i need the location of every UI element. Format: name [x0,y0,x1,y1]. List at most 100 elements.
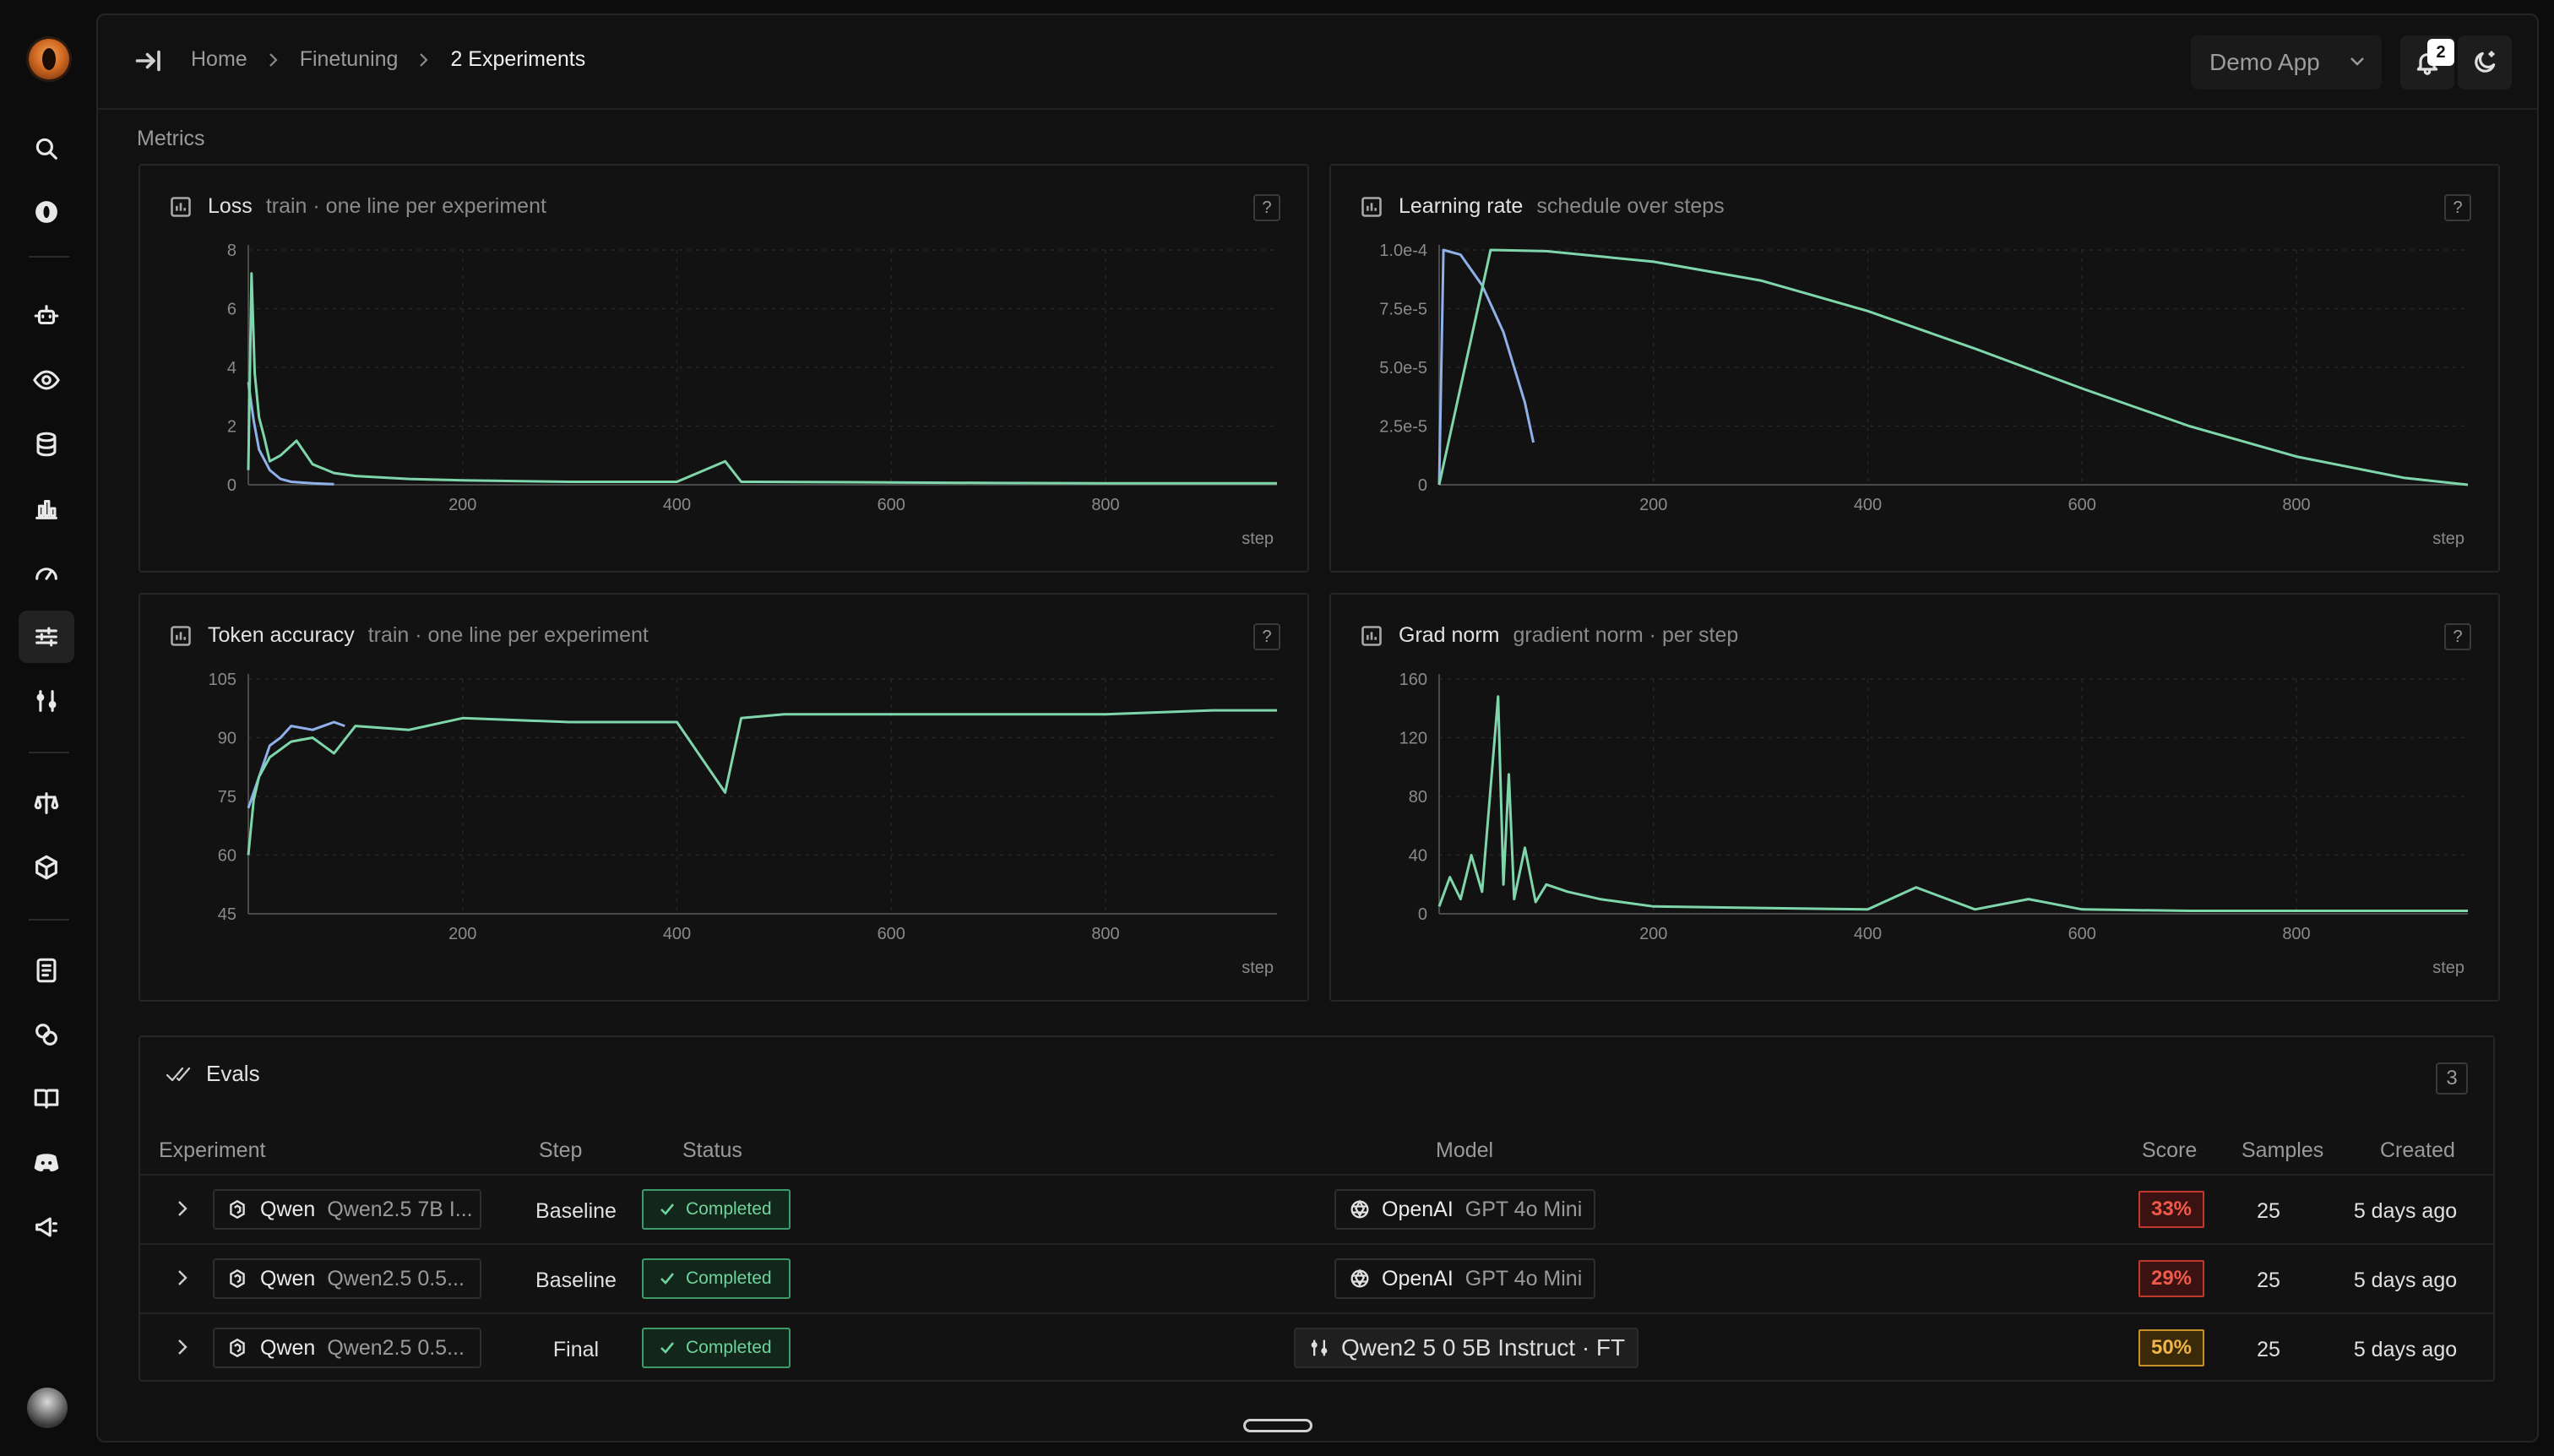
learning-rate-chart-panel: 0 2.5e-5 5.0e-5 7.5e-5 1.0e-4 200 400 600 800 ste… [1329,164,2500,573]
megaphone-icon[interactable] [19,1201,74,1253]
y-tick-label: 2 [227,418,236,437]
x-tick-label: 800 [2282,925,2310,943]
chevron-right-icon[interactable] [172,1268,193,1288]
x-tick-label: 200 [448,496,476,514]
experiment-chip[interactable]: Qwen Qwen2.5 0.5... [213,1258,481,1299]
column-header-experiment[interactable]: Experiment [159,1138,266,1162]
series-line-0 [247,720,345,809]
y-tick-label: 160 [1399,671,1427,689]
y-tick-label: 40 [1409,847,1427,866]
check-icon [660,1203,675,1215]
column-header-step[interactable]: Step [539,1138,583,1162]
notifications-button[interactable]: 2 [2400,35,2454,90]
app-selector[interactable]: Demo App [2191,35,2382,90]
gauge-icon[interactable] [19,546,74,599]
robot-icon[interactable] [19,290,74,342]
qwen-icon [226,1198,248,1220]
column-header-samples[interactable]: Samples [2242,1138,2324,1162]
y-tick-label: 105 [209,671,236,689]
y-tick-label: 6 [227,301,236,319]
y-tick-label: 0 [1418,476,1427,495]
x-tick-label: 800 [2282,496,2310,514]
adjust-icon [1307,1336,1331,1360]
help-button[interactable]: ? [1253,623,1280,650]
samples-count: 25 [2257,1269,2280,1292]
chevron-right-icon[interactable] [172,1337,193,1357]
database-icon[interactable] [19,418,74,470]
openai-icon [1348,1267,1372,1290]
search-icon[interactable] [19,122,74,175]
score-badge: 50% [2138,1329,2204,1366]
series-line-1 [1437,248,2469,486]
x-tick-label: 200 [1639,925,1667,943]
table-row[interactable]: Qwen Qwen2.5 0.5... Final Completed Qwen… [140,1312,2493,1382]
finetuned-model-name: Qwen2 5 0 5B Instruct · FT [1341,1334,1626,1361]
table-row[interactable]: Qwen Qwen2.5 7B I... Baseline Completed … [140,1174,2493,1243]
column-header-created[interactable]: Created [2380,1138,2455,1162]
breadcrumb: Home Finetuning 2 Experiments [191,47,585,72]
chart-subtitle: gradient norm · per step [1513,623,1739,647]
series-line-1 [247,272,1277,485]
column-header-score[interactable]: Score [2142,1138,2198,1162]
app-logo[interactable] [29,39,69,79]
help-button[interactable]: ? [2444,194,2471,221]
eval-step: Baseline [535,1269,617,1292]
breadcrumb-finetuning[interactable]: Finetuning [299,47,399,71]
experiment-model: Qwen2.5 7B I... [327,1197,473,1221]
x-axis-label: step [2432,959,2464,977]
x-tick-label: 400 [663,496,691,514]
x-axis-label: step [1242,530,1274,548]
status-label: Completed [686,1199,772,1219]
discord-icon[interactable] [19,1137,74,1189]
finetuned-model-chip[interactable]: Qwen2 5 0 5B Instruct · FT [1294,1328,1639,1368]
evals-panel: Evals 3 Experiment Step Status Model Sco… [139,1035,2495,1382]
help-button[interactable]: ? [1253,194,1280,221]
cube-icon[interactable] [19,841,74,894]
status-badge: Completed [642,1258,791,1299]
breadcrumb-home[interactable]: Home [191,47,247,71]
sidebar-divider [29,256,69,258]
resize-handle[interactable] [1243,1419,1312,1432]
token-accuracy-chart: 45 60 75 90 105 200 400 600 800 step [209,671,1277,977]
chevron-right-icon[interactable] [172,1198,193,1219]
bar-chart-icon[interactable] [19,482,74,535]
model-chip[interactable]: OpenAI GPT 4o Mini [1334,1189,1596,1230]
x-axis-label: step [2432,530,2464,548]
experiment-chip[interactable]: Qwen Qwen2.5 0.5... [213,1328,481,1368]
breadcrumb-current: 2 Experiments [450,47,586,71]
theme-toggle-button[interactable] [2458,35,2512,90]
created-date: 5 days ago [2353,1338,2458,1361]
adjust-icon[interactable] [19,675,74,727]
model-chip[interactable]: OpenAI GPT 4o Mini [1334,1258,1596,1299]
created-date: 5 days ago [2353,1199,2458,1223]
experiment-provider: Qwen [260,1197,316,1221]
grad-norm-chart: 0 40 80 120 160 200 400 600 800 step [1399,671,2468,977]
y-tick-label: 80 [1409,788,1427,807]
sliders-icon[interactable] [19,611,74,663]
column-header-status[interactable]: Status [682,1138,742,1162]
x-tick-label: 600 [2068,496,2096,514]
chart-icon [169,624,193,648]
y-tick-label: 8 [227,242,236,260]
avatar[interactable] [27,1388,68,1428]
main-panel: Home Finetuning 2 Experiments Demo App 2… [96,14,2539,1442]
receipt-icon[interactable] [19,944,74,997]
collapse-sidebar-icon[interactable] [133,46,164,76]
y-tick-label: 1.0e-4 [1379,242,1427,260]
scale-icon[interactable] [19,777,74,829]
experiment-chip[interactable]: Qwen Qwen2.5 7B I... [213,1189,481,1230]
eye-icon[interactable] [19,354,74,406]
coins-icon[interactable] [19,1008,74,1061]
model-name: GPT 4o Mini [1464,1266,1583,1290]
x-tick-label: 600 [878,925,905,943]
column-header-model[interactable]: Model [1436,1138,1494,1162]
openai-icon [1348,1198,1372,1221]
book-icon[interactable] [19,1073,74,1125]
table-row[interactable]: Qwen Qwen2.5 0.5... Baseline Completed O… [140,1243,2493,1312]
brand-mark-icon[interactable] [19,186,74,238]
experiment-model: Qwen2.5 0.5... [327,1335,465,1360]
help-button[interactable]: ? [2444,623,2471,650]
series-line-0 [247,382,334,486]
status-badge: Completed [642,1189,791,1230]
experiment-provider: Qwen [260,1266,316,1290]
